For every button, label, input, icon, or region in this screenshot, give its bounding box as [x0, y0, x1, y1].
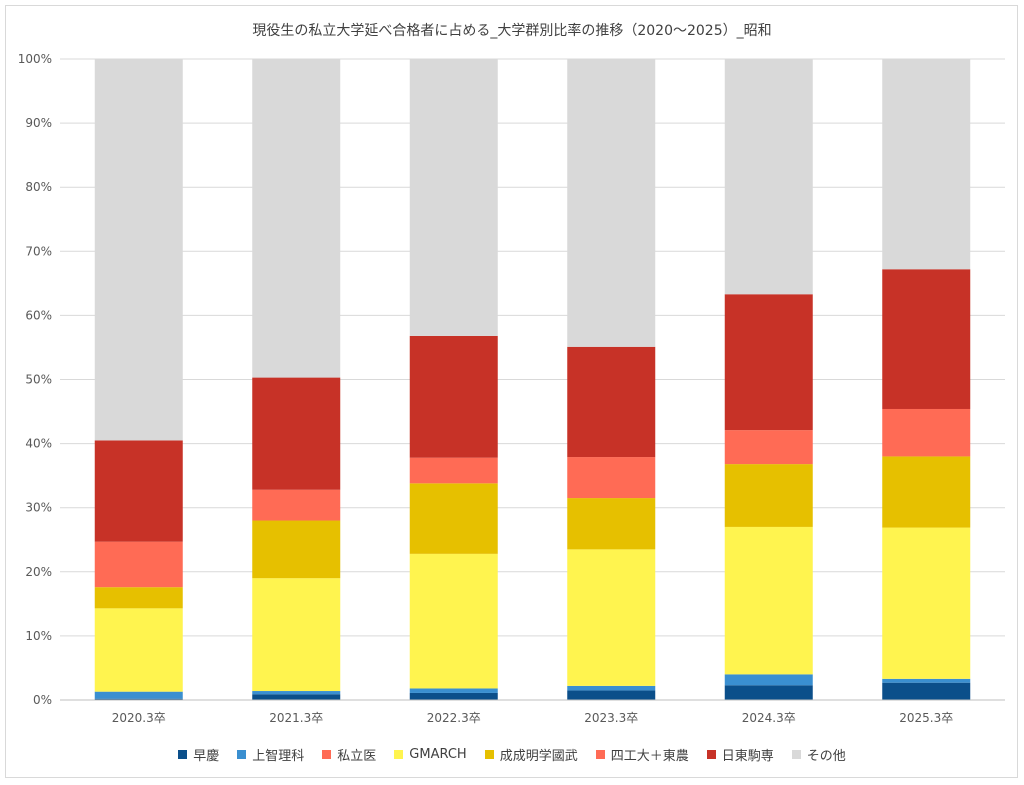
bar-segment: [724, 674, 813, 686]
legend-item: 四工大＋東農: [595, 745, 689, 764]
bar-segment: [882, 269, 971, 409]
bar-segment: [882, 527, 971, 679]
bar-segment: [94, 541, 183, 588]
y-tick-label: 70%: [25, 244, 52, 258]
legend-swatch: [178, 750, 188, 759]
bar-segment: [724, 526, 813, 675]
x-tick-label: 2020.3卒: [112, 711, 166, 725]
x-tick-label: 2021.3卒: [269, 711, 323, 725]
bar-segment: [94, 608, 183, 692]
bar-segment: [567, 685, 656, 691]
x-tick-label: 2024.3卒: [742, 711, 796, 725]
bar-segment: [252, 520, 341, 579]
bar-segment: [567, 690, 656, 700]
bar-segment: [94, 587, 183, 609]
bar-segment: [724, 59, 813, 295]
bar-segment: [252, 489, 341, 521]
bar-segment: [94, 691, 183, 699]
bar-segment: [252, 694, 341, 700]
bar-segment: [882, 59, 971, 270]
legend-label: 成成明学國武: [499, 749, 578, 764]
y-tick-label: 20%: [25, 565, 52, 579]
bar-segment: [882, 408, 971, 457]
chart-title: 現役生の私立大学延べ合格者に占める_大学群別比率の推移（2020～2025）_昭…: [252, 23, 772, 39]
bar-segment: [409, 553, 498, 689]
bar-segment: [882, 682, 971, 700]
legend-swatch: [595, 750, 605, 759]
bar-segment: [409, 688, 498, 693]
legend-swatch: [706, 750, 716, 759]
legend-swatch: [394, 750, 404, 759]
bar-segment: [724, 430, 813, 465]
legend-swatch: [322, 750, 332, 759]
bar-segment: [94, 698, 183, 700]
y-tick-label: 10%: [25, 629, 52, 643]
x-tick-label: 2022.3卒: [427, 711, 481, 725]
bar-segment: [724, 294, 813, 431]
y-tick-label: 60%: [25, 308, 52, 322]
bar-segment: [94, 59, 183, 441]
bar-segment: [409, 59, 498, 336]
bar-segment: [567, 549, 656, 686]
y-tick-label: 40%: [25, 437, 52, 451]
bar-segment: [409, 335, 498, 458]
x-tick-label: 2025.3卒: [899, 711, 953, 725]
legend-label: GMARCH: [409, 747, 467, 762]
y-tick-label: 30%: [25, 501, 52, 515]
bar-segment: [567, 59, 656, 347]
legend-label: 上智理科: [252, 749, 305, 764]
bar-segment: [409, 483, 498, 554]
bar-segment: [567, 346, 656, 458]
bar-segment: [567, 498, 656, 550]
bar-segment: [252, 377, 341, 490]
bar-segment: [409, 692, 498, 700]
y-tick-label: 50%: [25, 373, 52, 387]
bar-segment: [409, 457, 498, 484]
legend-swatch: [791, 750, 801, 759]
bar-segment: [252, 59, 341, 378]
legend-item: 私立医: [322, 745, 376, 764]
y-tick-label: 0%: [33, 693, 52, 707]
legend-item: 成成明学國武: [484, 745, 578, 764]
y-tick-label: 80%: [25, 180, 52, 194]
legend-item: 早慶: [178, 745, 219, 764]
legend-label: 日東駒専: [721, 749, 774, 764]
bar-segment: [882, 456, 971, 528]
chart-legend: 早慶 上智理科 私立医 GMARCH 成成明学國武 四工大＋東農 日東駒専 その他: [0, 745, 1024, 764]
bar-segment: [567, 457, 656, 499]
legend-label: 四工大＋東農: [610, 749, 689, 764]
legend-swatch: [484, 750, 494, 759]
legend-item: 上智理科: [237, 745, 304, 764]
bar-segment: [724, 685, 813, 700]
legend-label: 私立医: [337, 749, 377, 764]
bar-segment: [252, 578, 341, 692]
y-tick-label: 90%: [25, 116, 52, 130]
legend-label: 早慶: [193, 749, 220, 764]
legend-item: 日東駒専: [706, 745, 774, 764]
bar-segment: [94, 440, 183, 542]
bar-segment: [724, 464, 813, 527]
legend-item: その他: [791, 745, 846, 764]
y-tick-label: 100%: [18, 52, 52, 66]
legend-item: GMARCH: [394, 745, 467, 764]
bar-segment: [882, 678, 971, 683]
bar-segment: [252, 691, 341, 695]
x-tick-label: 2023.3卒: [584, 711, 638, 725]
legend-label: その他: [806, 749, 846, 764]
legend-swatch: [237, 750, 247, 759]
